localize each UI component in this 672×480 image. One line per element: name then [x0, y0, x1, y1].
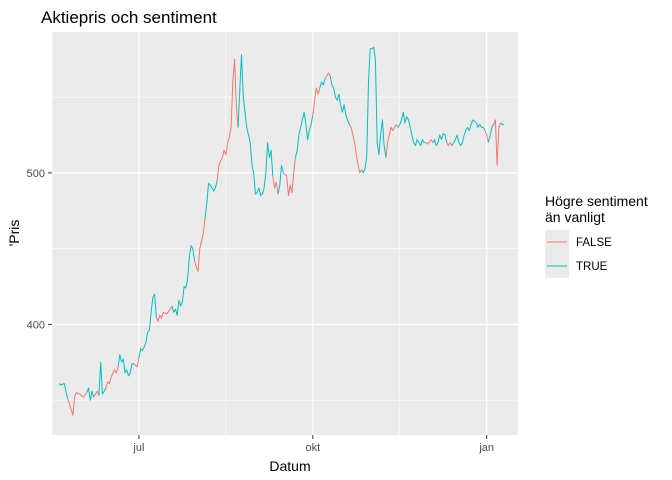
series-line-true [294, 111, 314, 158]
series-line-true [319, 78, 326, 89]
series-line-true [237, 54, 274, 197]
series-line-true [451, 119, 486, 147]
series-line-true [86, 387, 95, 401]
series-line-true [117, 354, 134, 377]
series-line-false [324, 72, 331, 80]
series-line-false [282, 157, 296, 197]
series-line-true [361, 46, 387, 174]
series-line-true [487, 124, 495, 143]
x-tick-label: jul [132, 442, 144, 454]
legend-label-false: FALSE [576, 237, 612, 249]
series-line-true [432, 133, 448, 147]
series-line-false [194, 218, 206, 272]
series-line-false [493, 119, 502, 166]
y-tick-label: 400 [27, 319, 45, 331]
series-line-false [272, 175, 279, 195]
x-axis-ticks: jul okt jan [132, 435, 494, 454]
legend-title-line-1: Högre sentiment [545, 193, 648, 209]
series-line-false [93, 390, 100, 398]
series-line-true [98, 361, 107, 396]
series-line-true [204, 180, 218, 219]
series-line-false [446, 142, 453, 147]
y-axis-ticks: 400 500 [27, 168, 52, 331]
x-tick-label: jan [478, 442, 494, 454]
legend: Högre sentiment än vanligt FALSE TRUE [545, 193, 648, 278]
series-line-false [216, 58, 239, 181]
series-line-true [329, 75, 350, 125]
series-line-false [105, 366, 119, 389]
series-line-true [397, 111, 426, 147]
series-line-true [277, 164, 284, 195]
series-line-false [67, 392, 88, 416]
series-line-true [58, 383, 69, 399]
plot-panel [52, 32, 518, 435]
series-line-false [425, 139, 434, 145]
y-tick-label: 500 [27, 168, 45, 180]
x-tick-label: okt [305, 442, 320, 454]
x-axis-title: Datum [269, 458, 310, 474]
series-line-false [484, 130, 489, 143]
series-line-false [133, 357, 140, 368]
grid-lines [51, 32, 518, 435]
series-line-false [385, 123, 399, 158]
series-line-false [155, 305, 173, 322]
series-line-false [312, 87, 321, 116]
series-line-true [138, 293, 157, 358]
series-line-true [171, 245, 196, 316]
legend-title-line-2: än vanligt [545, 209, 605, 225]
series-lines [58, 46, 505, 416]
chart-title: Aktiepris och sentiment [41, 8, 217, 27]
series-line-true [500, 122, 505, 125]
y-axis-title: 'Pris [6, 220, 22, 247]
series-line-false [348, 124, 362, 174]
legend-label-true: TRUE [576, 261, 608, 273]
